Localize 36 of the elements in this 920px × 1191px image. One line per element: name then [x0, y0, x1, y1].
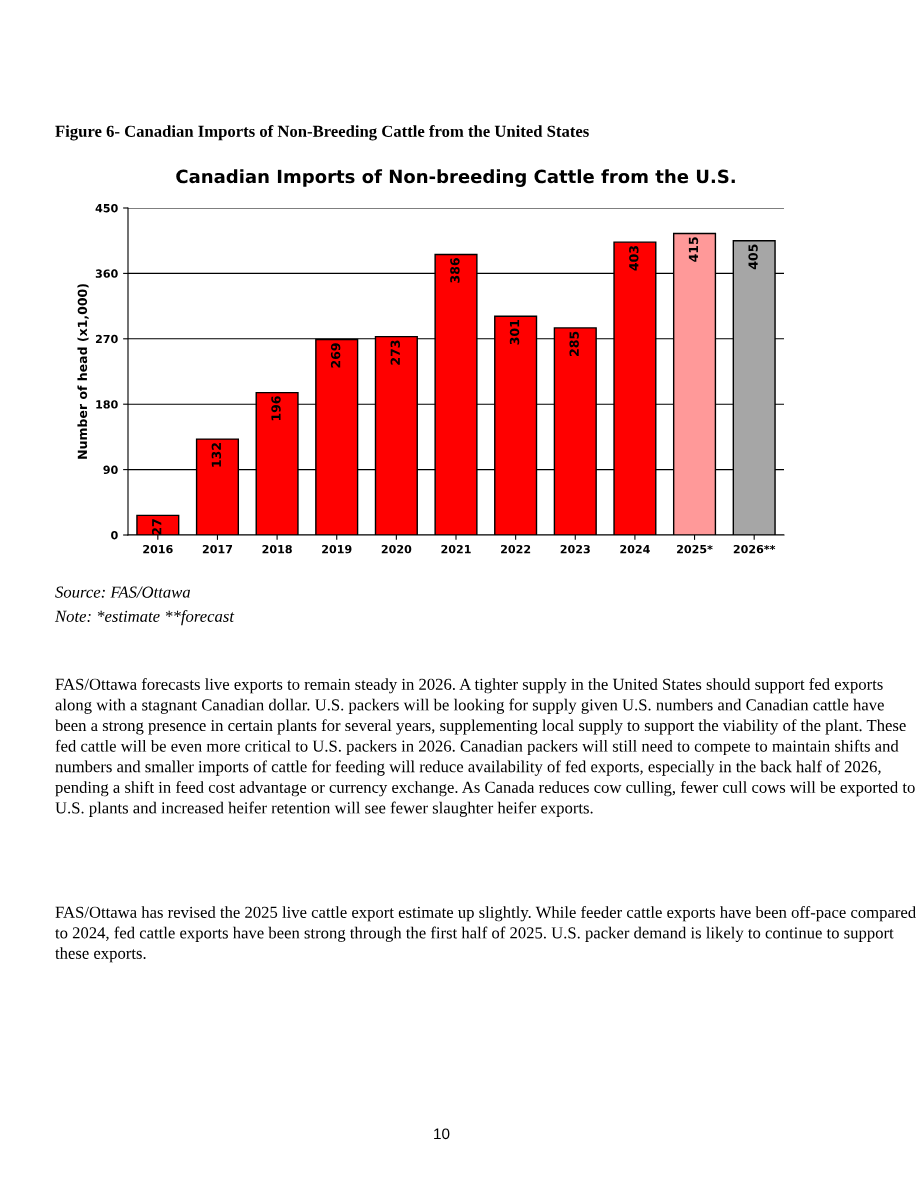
x-tick-label: 2016 — [143, 544, 173, 554]
data-label: 285 — [569, 331, 579, 356]
data-label: 27 — [151, 519, 162, 535]
data-label: 196 — [271, 396, 281, 421]
data-label: 386 — [450, 258, 460, 283]
y-tick-label: 90 — [103, 465, 118, 474]
x-tick-label: 2020 — [381, 544, 412, 554]
x-tick-label: 2025* — [677, 544, 713, 554]
y-tick-label: 270 — [95, 334, 118, 344]
source-note: Source: FAS/Ottawa — [55, 586, 190, 598]
y-axis-title: Number of head (x1,000) — [77, 284, 89, 459]
data-label: 415 — [688, 237, 699, 262]
data-label: 269 — [330, 343, 341, 368]
x-tick-label: 2023 — [560, 544, 590, 554]
text: Note: *estimate **forecast — [54, 610, 235, 626]
y-tick-label: 450 — [95, 203, 118, 213]
text: FAS/Ottawa has revised the 2025 live cattle export estimate up slightly. While feeder cattle exports have been off-pace compared to 2024, fed cattle exports have been strong through the first half of 2025. U.S. packer demand is likely to continue to support these exports. — [55, 906, 916, 963]
x-tick-label: 2018 — [262, 544, 292, 554]
data-label: 132 — [211, 443, 222, 467]
y-tick-label: 360 — [95, 269, 118, 278]
data-label: 405 — [748, 244, 758, 270]
x-tick-label: 2022 — [501, 544, 531, 554]
data-label: 403 — [629, 246, 639, 271]
y-tick-label: 0 — [111, 530, 118, 540]
x-tick-label: 2024 — [620, 544, 650, 554]
data-label: 301 — [509, 320, 520, 345]
caption: Figure 6- Canadian Imports of Non-Breeding Cattle from the United States — [55, 125, 589, 141]
x-tick-label: 2019 — [322, 544, 352, 554]
x-tick-label: 2017 — [202, 544, 233, 554]
x-tick-label: 2026** — [733, 544, 776, 554]
text: FAS/Ottawa forecasts live exports to remain steady in 2026. A tighter supply in the United States should support fed exports along with a stagnant Canadian dollar. U.S. packers will be looking for supply given U.S. numbers and Canadian cattle have been a strong presence in certain plants for several years, supplementing local supply to support the viability of the plant. These fed cattle will be even more critical to U.S. packers in 2026. Canadian packers will still need to compete to maintain shifts and numbers and smaller imports of cattle for feeding will reduce availability of fed exports, especially in the back half of 2026, pending a shift in feed cost advantage or currency exchange. As Canada reduces cow culling, fewer cull cows will be exported to U.S. plants and increased heifer retention will see fewer slaughter heifer exports. — [55, 678, 915, 817]
chart-title: Canadian Imports of Non-breeding Cattle from the U.S. — [176, 169, 735, 187]
x-tick-label: 2021 — [441, 544, 471, 554]
data-label: 273 — [390, 340, 400, 365]
text: 10 — [434, 1128, 450, 1140]
y-tick-label: 180 — [96, 400, 118, 409]
